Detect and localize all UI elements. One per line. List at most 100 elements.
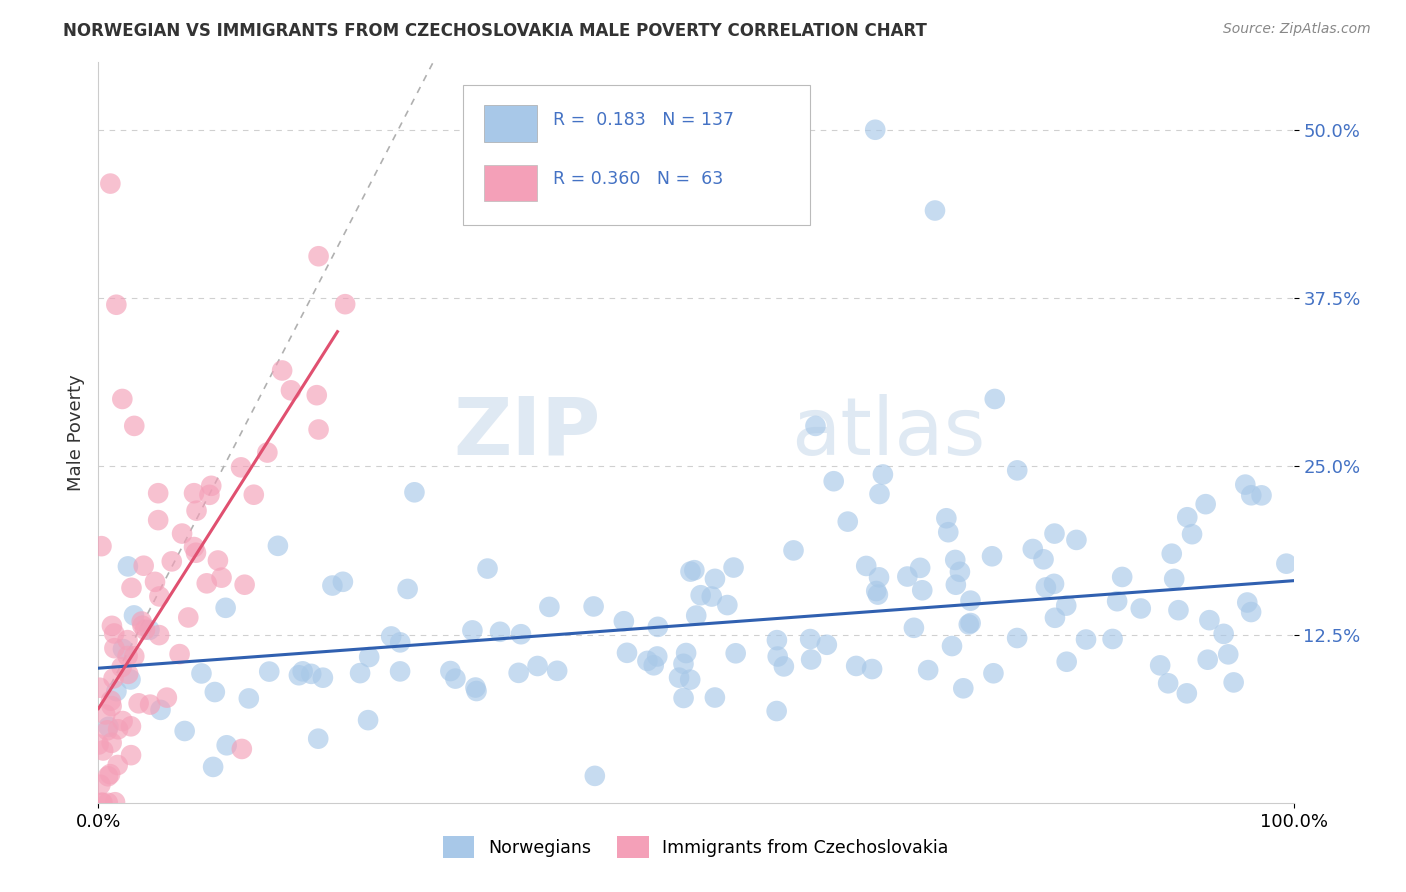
Point (799, 632, 821, 646)
Point (91, 743, 114, 757)
Point (773, 659, 796, 673)
Point (1175, 686, 1198, 700)
Point (131, 618, 153, 632)
Point (896, 569, 918, 583)
Point (855, 558, 877, 573)
Point (689, 588, 711, 602)
Point (613, 614, 636, 628)
Point (291, 665, 314, 679)
Point (160, 554, 183, 568)
Point (439, 664, 461, 678)
Point (308, 249, 330, 263)
Point (332, 574, 354, 589)
Point (1160, 547, 1182, 561)
Point (766, 633, 789, 648)
Point (679, 673, 702, 687)
Point (156, 690, 179, 705)
Point (616, 646, 638, 660)
Point (149, 703, 172, 717)
Text: R = 0.360   N =  63: R = 0.360 N = 63 (553, 170, 723, 188)
Point (1163, 572, 1185, 586)
Point (259, 665, 281, 679)
Point (917, 663, 939, 677)
Point (271, 363, 294, 377)
Point (120, 719, 142, 733)
Point (148, 628, 170, 642)
Point (868, 570, 890, 584)
Point (461, 624, 484, 638)
Point (389, 635, 412, 649)
Point (1043, 611, 1066, 625)
Point (120, 673, 142, 687)
Point (233, 578, 256, 592)
Point (404, 485, 426, 500)
Point (959, 593, 981, 607)
Point (120, 748, 142, 763)
Point (173, 723, 195, 738)
Point (477, 561, 499, 575)
FancyBboxPatch shape (485, 105, 537, 142)
Point (105, 684, 128, 698)
Point (823, 474, 845, 488)
Point (195, 576, 218, 591)
Point (546, 664, 568, 678)
Point (103, 626, 125, 640)
Point (148, 590, 170, 604)
Point (1157, 676, 1180, 690)
Point (107, 723, 129, 737)
Point (782, 543, 804, 558)
Point (243, 488, 266, 502)
Point (89, 681, 111, 695)
Point (97, 769, 120, 783)
Point (645, 649, 668, 664)
Point (489, 624, 512, 639)
Text: Source: ZipAtlas.com: Source: ZipAtlas.com (1223, 22, 1371, 37)
Point (510, 627, 533, 641)
Point (231, 742, 253, 756)
Point (148, 486, 170, 500)
Legend: Norwegians, Immigrants from Czechoslovakia: Norwegians, Immigrants from Czechoslovak… (436, 830, 956, 864)
Point (845, 659, 868, 673)
Point (117, 666, 139, 681)
Point (869, 487, 891, 501)
Point (1066, 533, 1088, 547)
Point (111, 714, 134, 728)
Point (683, 563, 706, 577)
Point (1056, 655, 1078, 669)
Point (703, 690, 725, 705)
Point (100, 699, 122, 714)
Point (89, 778, 111, 792)
Point (865, 584, 887, 599)
Point (1197, 653, 1219, 667)
Point (583, 769, 606, 783)
Point (94, 707, 117, 722)
Point (1175, 510, 1198, 524)
Point (389, 665, 412, 679)
Point (111, 392, 134, 406)
Point (959, 615, 981, 630)
Point (1074, 632, 1097, 647)
Point (815, 638, 838, 652)
Point (675, 646, 697, 660)
Point (936, 525, 959, 540)
Point (87, 738, 110, 752)
Point (101, 619, 124, 633)
Point (238, 691, 260, 706)
Point (949, 565, 972, 579)
Point (307, 731, 329, 746)
Point (103, 672, 125, 686)
Point (90, 539, 112, 553)
Point (105, 298, 128, 312)
Point (134, 623, 156, 637)
Point (117, 648, 139, 663)
Point (333, 297, 356, 311)
Point (288, 668, 311, 682)
Point (672, 657, 695, 671)
Point (1218, 648, 1240, 662)
Point (138, 623, 160, 637)
Point (357, 713, 380, 727)
Point (1234, 477, 1257, 491)
Point (198, 488, 221, 502)
Y-axis label: Male Poverty: Male Poverty (66, 375, 84, 491)
Point (177, 610, 200, 624)
